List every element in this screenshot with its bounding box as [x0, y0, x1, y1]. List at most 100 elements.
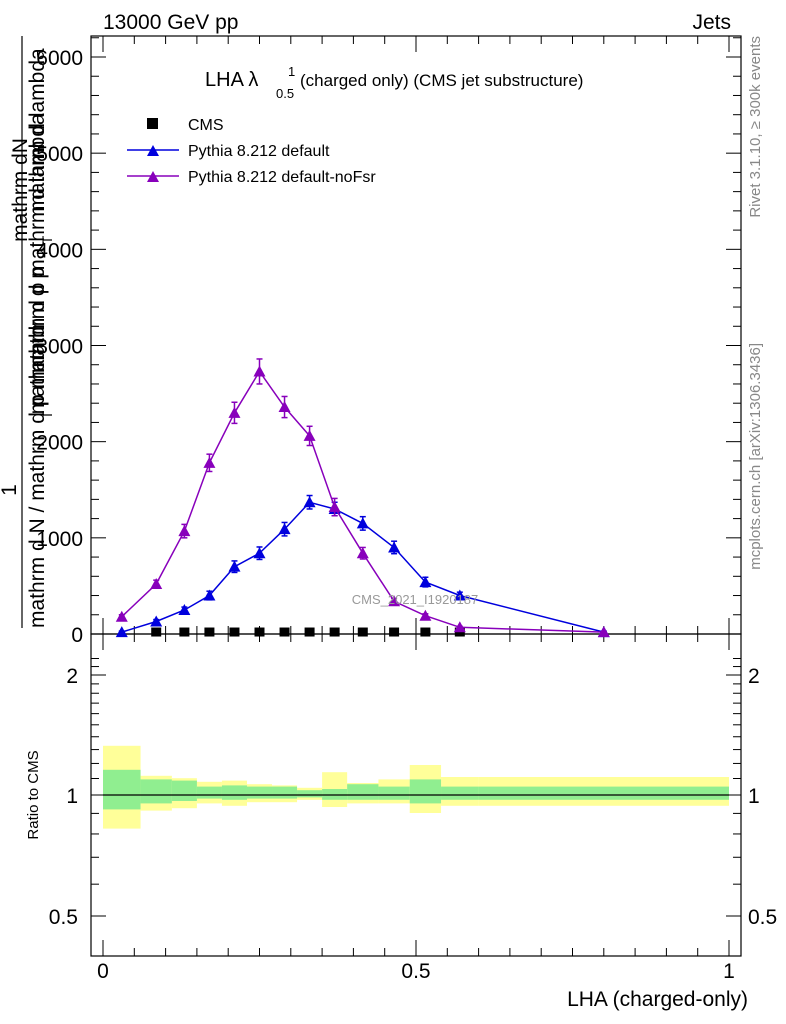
x-tick-label: 0.5 [401, 960, 430, 983]
default-data-point [150, 615, 163, 627]
inner-band [246, 786, 273, 799]
y-tick-label: 2000 [36, 432, 83, 455]
cms-data-point [389, 627, 400, 637]
cms-data-point [329, 627, 340, 637]
ratio-tick-label-right: 2 [748, 665, 760, 688]
x-tick-label: 1 [723, 960, 735, 983]
ratio-tick-label: 1 [66, 785, 78, 808]
nofsr-data-point [328, 501, 341, 513]
default-data-point [278, 523, 291, 535]
legend-default-label: Pythia 8.212 default [188, 143, 330, 160]
y-label-p: p [26, 394, 49, 406]
inner-band [221, 785, 247, 800]
nofsr-data-point [150, 577, 163, 589]
inner-band [140, 779, 172, 804]
legend-cms-label: CMS [188, 117, 224, 134]
inner-band [478, 786, 729, 800]
cms-data-point [204, 627, 215, 637]
cms-data-point [151, 627, 162, 637]
y-label-denominator: mathrm d N / mathrm d p mathrm d p mathr… [26, 113, 49, 628]
cms-data-point [279, 627, 290, 637]
x-tick-label: 0 [97, 960, 109, 983]
title-rest: (charged only) (CMS jet substructure) [300, 71, 583, 90]
y-label-pt-sub: T [39, 235, 55, 244]
cms-data-point [304, 627, 315, 637]
ratio-y-label: Ratio to CMS [25, 750, 42, 839]
ratio-bands [103, 745, 729, 829]
default-data-point [178, 603, 191, 615]
default-data-point [388, 541, 401, 553]
default-data-point [453, 589, 466, 601]
y-axis-label: 1 mathrm dN mathrm d N / mathrm d p math… [0, 36, 55, 628]
cms-data-point [254, 627, 265, 637]
default-data-point [115, 626, 128, 638]
header-right: Jets [692, 11, 731, 34]
title-sup: 1 [288, 64, 295, 79]
ratio-tick-label: 2 [66, 665, 78, 688]
y-label-one: 1 [0, 484, 21, 496]
inner-band [297, 790, 323, 798]
ratio-x-ticks: 0 0.5 1 [97, 634, 735, 983]
cms-data-point [357, 627, 368, 637]
legend-default-marker [147, 145, 159, 156]
inner-band [441, 786, 479, 800]
mcplots-label: mcplots.cern.ch [arXiv:1306.3436] [747, 343, 764, 570]
legend-nofsr-marker [147, 171, 159, 182]
x-axis-label: LHA (charged-only) [567, 988, 748, 1011]
ratio-y-ticks: 0.5 0.5 1 1 2 2 [49, 657, 777, 929]
header-left: 13000 GeV pp [103, 11, 238, 34]
nofsr-data-point [419, 609, 432, 621]
legend-nofsr-label: Pythia 8.212 default-noFsr [188, 169, 376, 186]
y-tick-label: 0 [71, 624, 83, 647]
rivet-label: Rivet 3.1.10, ≥ 300k events [747, 36, 764, 218]
top-y-ticks: 0 1000 2000 3000 4000 5000 6000 [36, 37, 741, 647]
inner-band [196, 786, 222, 799]
y-tick-label: 1000 [36, 528, 83, 551]
analysis-watermark: CMS_2021_I1920187 [352, 592, 479, 607]
y-label-numerator: mathrm dN [9, 138, 32, 242]
default-data-point [228, 560, 241, 572]
y-label-middle: mathrm d p [26, 267, 49, 373]
inner-band [347, 784, 379, 800]
y-label-d: mathrm d [26, 326, 49, 415]
nofsr-data-point [178, 525, 191, 537]
ratio-tick-label-right: 1 [748, 785, 760, 808]
default-series-line [121, 501, 604, 633]
nofsr-data-point [356, 547, 369, 559]
ratio-tick-label: 0.5 [49, 906, 78, 929]
inner-band [171, 780, 197, 801]
cms-data-point [420, 627, 431, 637]
inner-band [103, 769, 141, 810]
default-data-point [303, 496, 316, 508]
title-sub: 0.5 [276, 86, 294, 101]
nofsr-data-point [203, 456, 216, 468]
legend-cms-marker [147, 118, 158, 129]
nofsr-data-point [115, 610, 128, 622]
nofsr-data-point [228, 406, 241, 418]
inner-band [409, 779, 442, 804]
cms-data-point [179, 627, 190, 637]
legend: CMS Pythia 8.212 default Pythia 8.212 de… [127, 117, 376, 186]
nofsr-series-line [121, 370, 604, 633]
cms-data-point [229, 627, 240, 637]
y-tick-label: 5000 [36, 143, 83, 166]
default-data-point [356, 517, 369, 529]
title-main: LHA λ [205, 69, 258, 91]
inner-band [272, 786, 298, 799]
y-label-numerator-2: mathrm d lambda [26, 48, 49, 212]
nofsr-data-point [388, 595, 401, 607]
default-data-point [203, 589, 216, 601]
nofsr-data-point [253, 365, 266, 377]
y-tick-label: 4000 [36, 239, 83, 262]
nofsr-data-point [453, 621, 466, 633]
chart-title: LHA λ 1 0.5 (charged only) (CMS jet subs… [205, 64, 583, 101]
nofsr-data-point [597, 626, 610, 638]
y-label-sub: T [39, 410, 55, 419]
y-tick-label: 3000 [36, 336, 83, 359]
inner-band [378, 786, 410, 800]
y-tick-label: 6000 [36, 47, 83, 70]
series-layer [115, 358, 610, 638]
ratio-tick-label-right: 0.5 [748, 906, 777, 929]
default-data-point [253, 547, 266, 559]
